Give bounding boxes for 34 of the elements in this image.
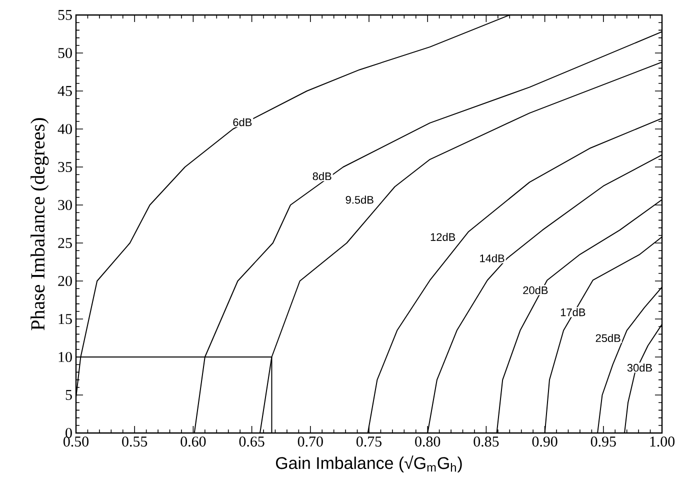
x-tick-label: 0.55	[122, 436, 148, 447]
annotation: 14dB	[480, 254, 504, 262]
y-tick-label: 50	[58, 48, 72, 58]
annotation: 25dB	[596, 334, 620, 342]
y-tick-label: 35	[58, 162, 72, 172]
y-tick-label: 55	[58, 10, 72, 20]
y-axis-title: Phase Imbalance (degrees)	[30, 118, 49, 330]
x-tick-label: 0.85	[474, 436, 499, 447]
y-tick-label: 30	[58, 200, 72, 210]
x-tick-label: 0.75	[356, 436, 382, 447]
x-tick-label: 0.70	[298, 436, 323, 447]
x-tick-label: 0.90	[532, 436, 558, 447]
y-tick-label: 20	[58, 276, 72, 286]
y-tick-label: 15	[58, 314, 72, 324]
x-tick-label: 0.65	[239, 436, 264, 447]
annotation: 12dB	[430, 232, 456, 241]
annotation: 8dB	[312, 172, 332, 180]
x-tick-label: 0.95	[590, 436, 616, 447]
y-tick-label: 25	[58, 238, 72, 248]
x-tick-label: 0.80	[415, 436, 440, 447]
x-tick-label: 1.00	[650, 436, 675, 447]
x-tick-label: 0.50	[63, 436, 89, 447]
annotation: 6dB	[233, 118, 252, 126]
annotation: 17dB	[560, 308, 586, 316]
y-tick-label: 45	[58, 86, 72, 96]
annotation: 20dB	[523, 286, 548, 294]
x-tick-label: 0.60	[180, 436, 206, 447]
y-tick-label: 10	[58, 352, 72, 362]
y-tick-label: 40	[58, 124, 72, 134]
y-tick-label: 0	[66, 428, 72, 438]
annotation: 9.5dB	[346, 196, 374, 204]
annotation: 30dB	[627, 364, 652, 372]
x-axis-title: Gain Imbalance (√G$_{m}$G$_{h}$)	[276, 456, 462, 472]
y-tick-label: 5	[66, 390, 72, 400]
